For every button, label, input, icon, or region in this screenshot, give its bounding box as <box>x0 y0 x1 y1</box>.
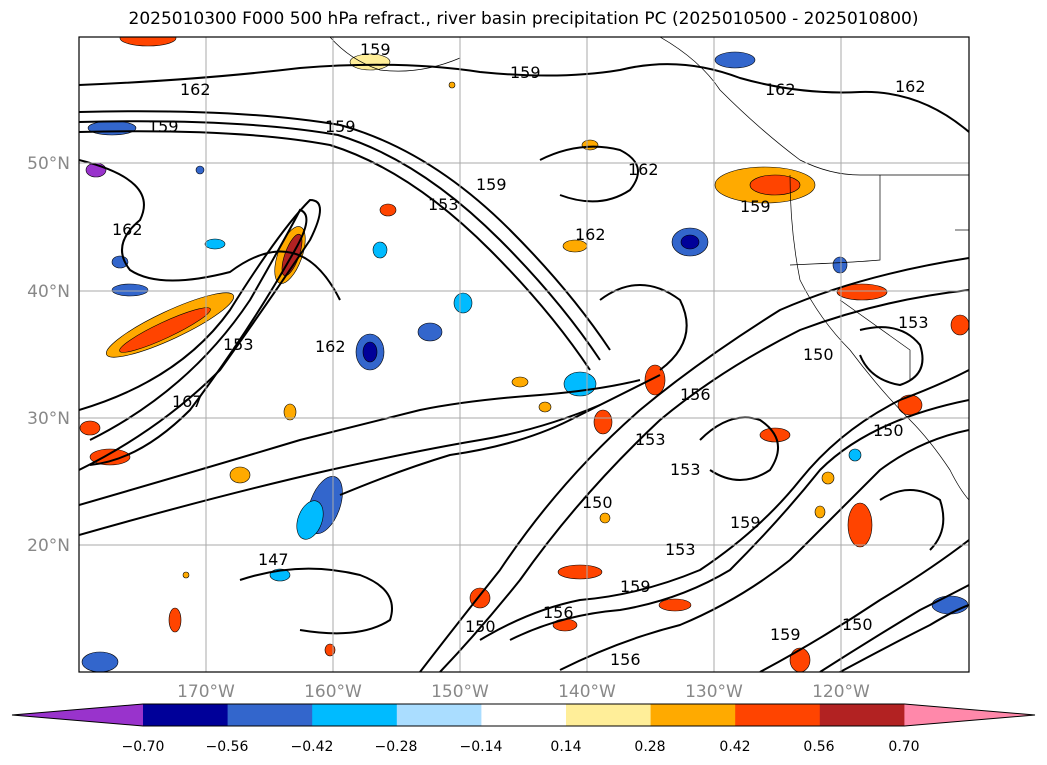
contour-label: 156 <box>680 385 711 404</box>
colorbar-tick-label: −0.42 <box>291 739 334 755</box>
contour-label: 159 <box>148 117 179 136</box>
colorbar-tick-label: 0.14 <box>550 739 581 755</box>
gridlines <box>79 37 969 672</box>
contour-label: 159 <box>730 513 761 532</box>
colorbar-bin <box>312 704 398 726</box>
contour-label: 153 <box>428 195 459 214</box>
colorbar-bin <box>735 704 821 726</box>
colorbar-tick-label: −0.28 <box>375 739 418 755</box>
lon-tick-label: 130°W <box>685 682 743 702</box>
colorbar-over-extension <box>904 704 1035 726</box>
contour-label: 153 <box>635 430 666 449</box>
colorbar-bin <box>143 704 229 726</box>
colorbar-bin <box>481 704 567 726</box>
colorbar-tick-label: 0.42 <box>719 739 750 755</box>
contour-label: 150 <box>465 617 496 636</box>
contour-label: 147 <box>258 550 289 569</box>
contour-label: 150 <box>803 345 834 364</box>
contour-label: 156 <box>543 603 574 622</box>
colorbar <box>11 703 1036 727</box>
contour-label: 153 <box>898 313 929 332</box>
contour-labels: 159 162 159 162 159 162 159 162 153 159 … <box>112 40 929 669</box>
lon-tick-label: 120°W <box>812 682 870 702</box>
contour-label: 156 <box>610 650 641 669</box>
contour-label: 159 <box>476 175 507 194</box>
coastlines <box>329 37 969 501</box>
lon-tick-label: 150°W <box>431 682 489 702</box>
contour-label: 159 <box>740 197 771 216</box>
colorbar-bin <box>566 704 652 726</box>
plot-frame <box>78 36 970 673</box>
colorbar-bin <box>650 704 736 726</box>
contour-label: 159 <box>510 63 541 82</box>
contour-label: 162 <box>765 80 796 99</box>
contour-label: 159 <box>325 117 356 136</box>
lon-tick-label: 140°W <box>558 682 616 702</box>
contour-label: 150 <box>842 615 873 634</box>
contour-label: 162 <box>315 337 346 356</box>
contour-label: 150 <box>582 493 613 512</box>
colorbar-bin <box>227 704 313 726</box>
lat-tick-label: 40°N <box>27 282 70 302</box>
colorbar-tick-label: 0.28 <box>634 739 665 755</box>
colorbar-tick-label: −0.14 <box>460 739 503 755</box>
latitude-labels: 20°N 30°N 40°N 50°N <box>27 154 70 556</box>
colorbar-under-extension <box>12 704 143 726</box>
contour-label: 162 <box>895 77 926 96</box>
colorbar-outline <box>11 703 1036 727</box>
lon-tick-label: 170°W <box>177 682 235 702</box>
colorbar-bin <box>396 704 482 726</box>
colorbar-tick-label: −0.70 <box>122 739 165 755</box>
colorbar-tick-label: 0.70 <box>888 739 919 755</box>
lon-tick-label: 160°W <box>304 682 362 702</box>
colorbar-tick-labels: −0.70 −0.56 −0.42 −0.28 −0.14 0.14 0.28 … <box>122 739 920 755</box>
contour-label: 159 <box>770 625 801 644</box>
lat-tick-label: 30°N <box>27 409 70 429</box>
map-plot-area: 159 162 159 162 159 162 159 162 153 159 … <box>79 37 969 672</box>
contour-label: 167 <box>172 392 203 411</box>
contour-label: 153 <box>223 335 254 354</box>
contour-label: 159 <box>620 577 651 596</box>
contour-label: 150 <box>873 421 904 440</box>
longitude-labels: 170°W 160°W 150°W 140°W 130°W 120°W <box>177 682 870 702</box>
contour-label: 162 <box>575 225 606 244</box>
precip-shading <box>79 37 969 672</box>
colorbar-tick-label: 0.56 <box>803 739 834 755</box>
contour-label: 162 <box>628 160 659 179</box>
map-title: 2025010300 F000 500 hPa refract., river … <box>128 9 919 29</box>
contour-label: 159 <box>360 40 391 59</box>
contour-label: 153 <box>670 460 701 479</box>
contour-label: 162 <box>180 80 211 99</box>
colorbar-tick-label: −0.56 <box>206 739 249 755</box>
lat-tick-label: 50°N <box>27 154 70 174</box>
contour-label: 162 <box>112 220 143 239</box>
contour-label: 153 <box>665 540 696 559</box>
colorbar-bin <box>819 704 905 726</box>
lat-tick-label: 20°N <box>27 536 70 556</box>
